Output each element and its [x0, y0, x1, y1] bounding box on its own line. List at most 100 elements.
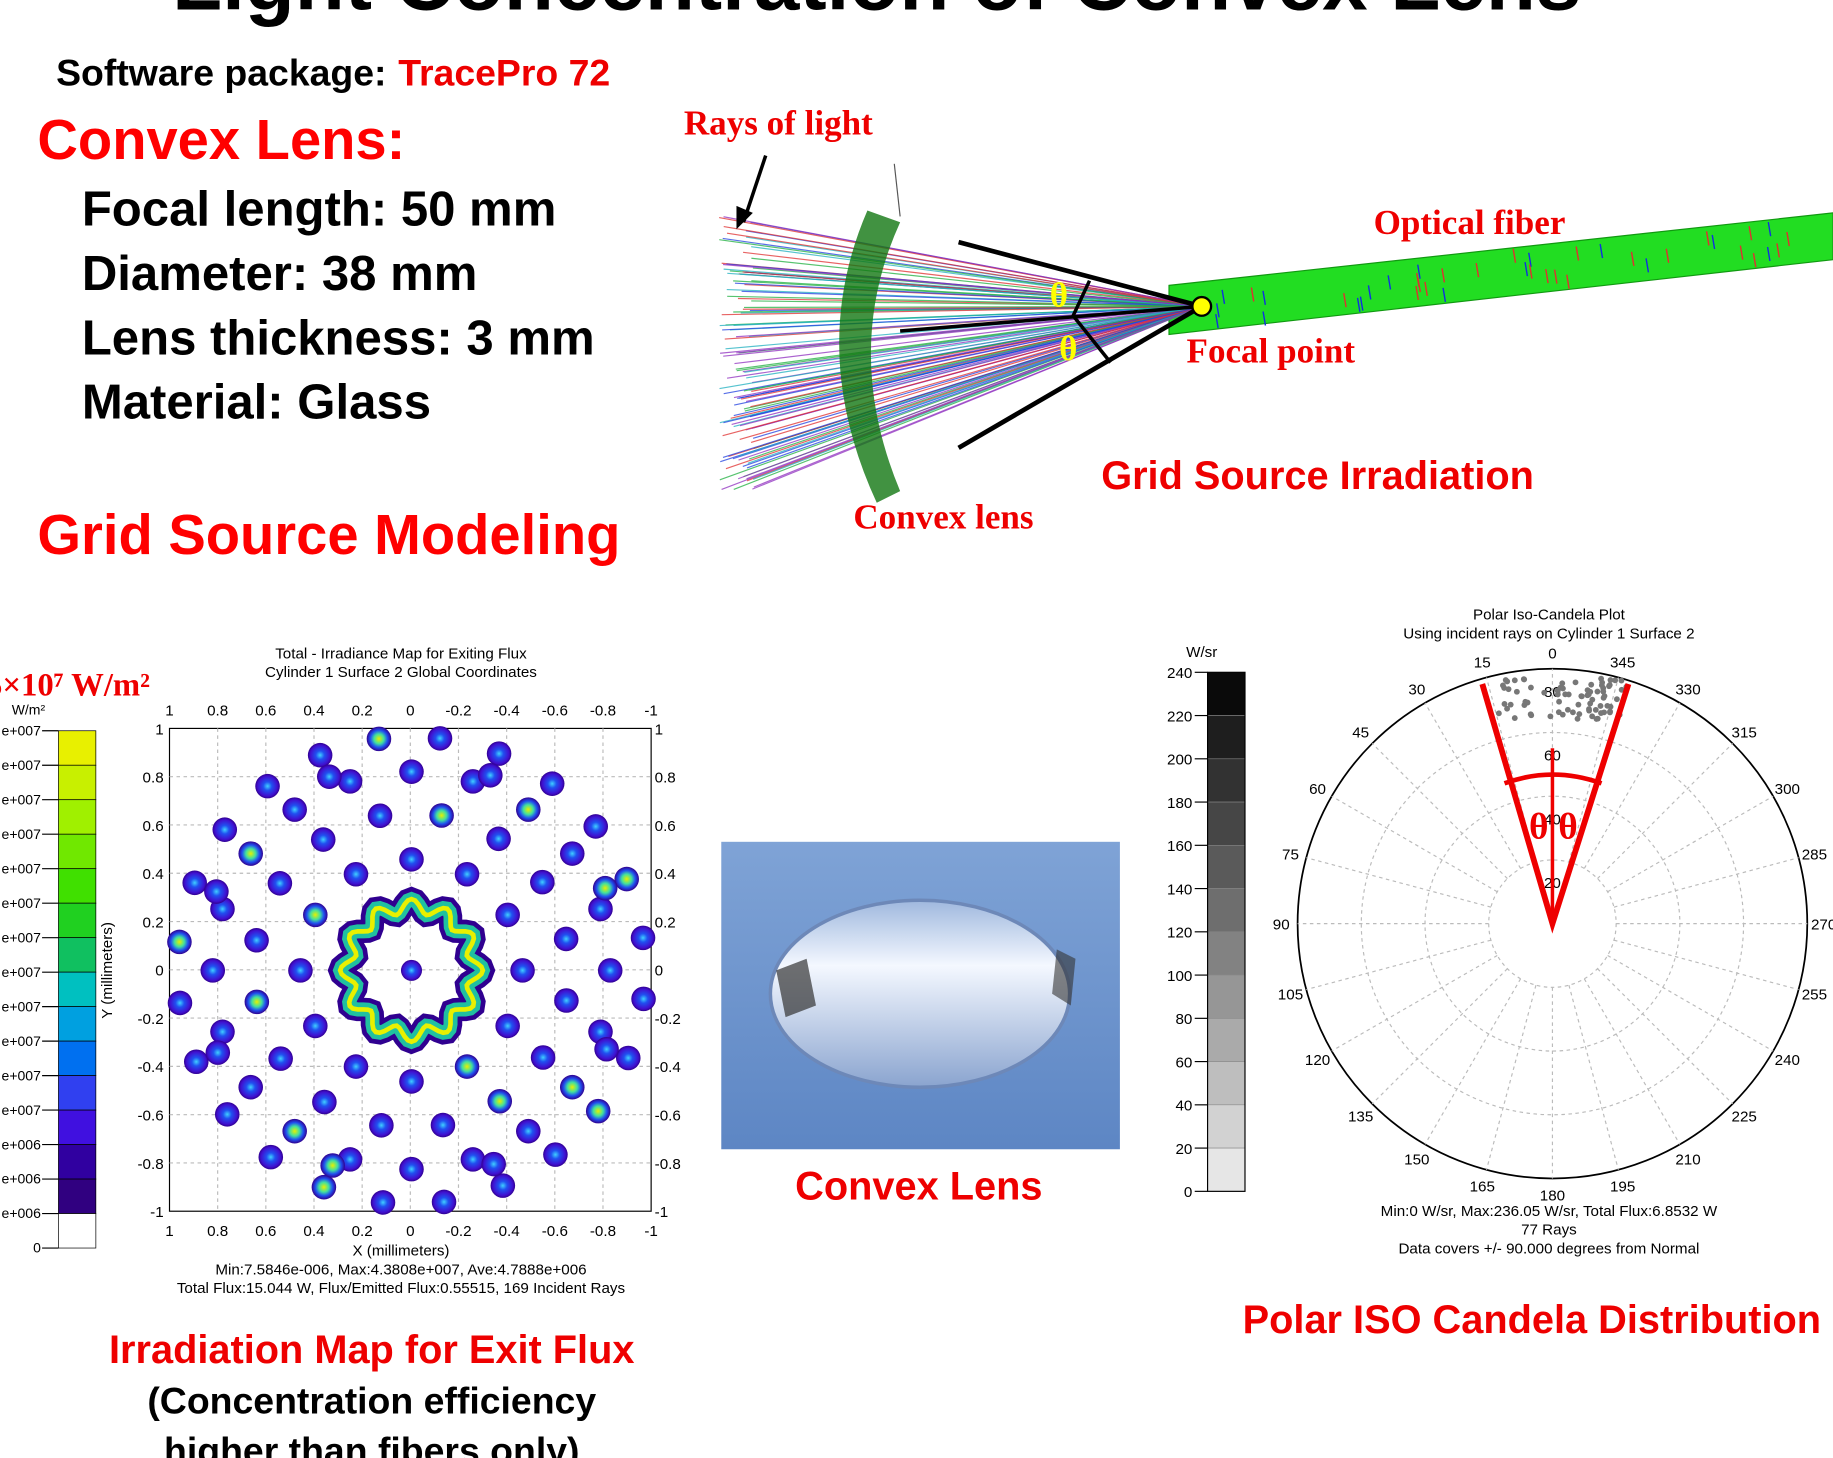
- flux-spot: [429, 803, 454, 828]
- diagram-caption: Grid Source Irradiation: [1101, 454, 1534, 498]
- intensity-point: [1562, 691, 1568, 697]
- polar-title: Polar Iso-Candela Plot: [1473, 607, 1626, 624]
- colorbar-band: [58, 1179, 95, 1213]
- flux-spot: [495, 903, 520, 928]
- angle-label: 90: [1273, 916, 1290, 933]
- colorbar-band: [58, 869, 95, 903]
- angle-symbol: θ: [1050, 275, 1068, 314]
- scale-label: 100: [1167, 968, 1192, 985]
- flux-spot: [432, 1190, 457, 1215]
- x-tick-label: 0.4: [303, 1223, 324, 1240]
- x-tick-label: -1: [644, 1223, 658, 1240]
- focal-point: [1192, 297, 1211, 316]
- flux-spot: [495, 1014, 520, 1039]
- flux-spot: [631, 987, 656, 1012]
- colorbar-label: e+007: [2, 791, 42, 807]
- arrow-head: [736, 206, 752, 229]
- flux-spot: [368, 803, 393, 828]
- flux-spot: [560, 1075, 585, 1100]
- scale-band: [1208, 1105, 1245, 1148]
- angle-label: 135: [1348, 1108, 1373, 1125]
- angle-label: 300: [1775, 781, 1800, 798]
- y-tick-label: 0.4: [655, 866, 676, 883]
- peak-label: 5×10⁷ W/m²: [0, 668, 150, 704]
- irradiance-caption: higher than fibers only): [164, 1430, 579, 1458]
- flux-spot: [200, 958, 225, 983]
- flux-spot: [399, 847, 424, 872]
- scale-label: 40: [1175, 1098, 1192, 1115]
- scale-band: [1208, 1148, 1245, 1191]
- y-tick-label: 0: [655, 963, 663, 980]
- flux-spot: [560, 841, 585, 866]
- flux-spot: [344, 1054, 369, 1079]
- flux-spot: [530, 870, 555, 895]
- flux-spot: [282, 1119, 307, 1144]
- flux-spot: [369, 1113, 394, 1138]
- colorbar-label: e+006: [2, 1171, 42, 1187]
- flux-spot: [616, 1046, 641, 1071]
- intensity-point: [1614, 696, 1620, 702]
- colorbar-band: [58, 765, 95, 799]
- angle-label: 270: [1811, 916, 1833, 933]
- flux-spot: [238, 841, 263, 866]
- scale-label: 60: [1175, 1054, 1192, 1071]
- flux-spot: [486, 827, 511, 852]
- intensity-point: [1512, 715, 1518, 721]
- irradiance-caption: Irradiation Map for Exit Flux: [109, 1328, 634, 1372]
- flux-spot: [401, 960, 422, 981]
- colorbar-label: e+007: [2, 757, 42, 773]
- scale-band: [1208, 802, 1245, 845]
- intensity-point: [1595, 689, 1601, 695]
- polar-footer: Min:0 W/sr, Max:236.05 W/sr, Total Flux:…: [1381, 1203, 1718, 1220]
- y-tick-label: 0.2: [143, 914, 164, 931]
- flux-spot: [455, 1054, 480, 1079]
- scale-label: 180: [1167, 795, 1192, 812]
- intensity-point: [1604, 703, 1610, 709]
- x-tick-label: -0.4: [494, 1223, 520, 1240]
- flux-spot: [268, 871, 293, 896]
- flux-spot: [583, 814, 608, 839]
- intensity-point: [1560, 712, 1566, 718]
- intensity-point: [1555, 691, 1561, 697]
- angle-label: 315: [1732, 725, 1757, 742]
- scale-label: 220: [1167, 708, 1192, 725]
- colorbar-label: e+007: [2, 722, 42, 738]
- flux-spot: [182, 871, 207, 896]
- y-tick-label: -1: [150, 1204, 164, 1221]
- y-axis-label: Y (millimeters): [99, 922, 116, 1019]
- diagram-label: Convex lens: [853, 498, 1033, 537]
- scale-band: [1208, 1018, 1245, 1061]
- flux-spot: [487, 1089, 512, 1114]
- flux-spot: [516, 1119, 541, 1144]
- polar-title: Using incident rays on Cylinder 1 Surfac…: [1403, 625, 1694, 642]
- scale-label: 0: [1184, 1184, 1192, 1201]
- colorbar-band: [58, 1145, 95, 1179]
- modeling-heading: Grid Source Modeling: [37, 503, 620, 566]
- flux-spot: [431, 1113, 456, 1138]
- y-tick-label: -0.2: [655, 1011, 681, 1028]
- intensity-point: [1501, 685, 1507, 691]
- y-tick-label: 0.4: [143, 866, 164, 883]
- intensity-point: [1587, 689, 1593, 695]
- software-value: TracePro 72: [398, 51, 610, 93]
- intensity-point: [1547, 713, 1553, 719]
- diagram-label: Rays of light: [684, 104, 873, 143]
- x-tick-label: 0: [406, 1223, 414, 1240]
- x-tick-label: -0.2: [445, 703, 471, 720]
- colorbar-label: 0: [33, 1240, 41, 1256]
- flux-spot: [598, 958, 623, 983]
- flux-spot: [303, 903, 328, 928]
- flux-spot: [268, 1046, 293, 1071]
- polar-footer: Data covers +/- 90.000 degrees from Norm…: [1398, 1240, 1699, 1257]
- page: {"title":"Light Concentration of Convex …: [0, 0, 1833, 1458]
- flux-spot: [288, 958, 313, 983]
- flux-spot: [491, 1173, 516, 1198]
- flux-spot: [184, 1049, 209, 1074]
- y-tick-label: 0.6: [143, 818, 164, 835]
- colorbar-label: e+006: [2, 1136, 42, 1152]
- colorbar-label: e+007: [2, 826, 42, 842]
- x-tick-label: -0.2: [445, 1223, 471, 1240]
- flux-spot: [455, 862, 480, 887]
- spec-line: Lens thickness: 3 mm: [82, 311, 595, 365]
- y-tick-label: -0.8: [655, 1156, 681, 1173]
